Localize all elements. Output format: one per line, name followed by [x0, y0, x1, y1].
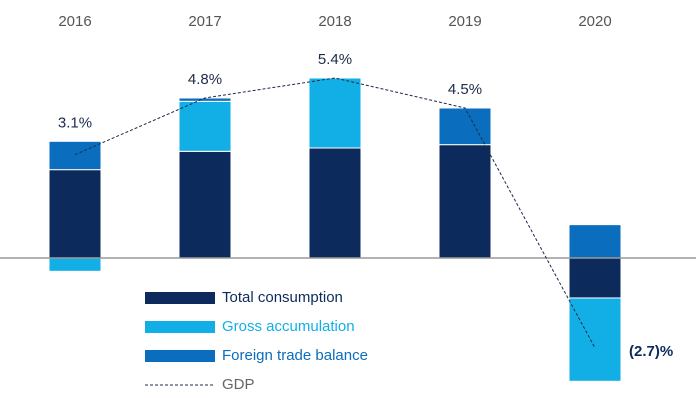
- category-label: 2020: [578, 13, 611, 30]
- value-label: (2.7)%: [629, 343, 673, 360]
- legend-label: GDP: [222, 376, 255, 393]
- legend-swatch: [145, 321, 215, 333]
- value-label: 4.8%: [188, 71, 222, 88]
- bar-segment: [178, 150, 232, 259]
- legend-swatch: [145, 292, 215, 304]
- value-label: 4.5%: [448, 81, 482, 98]
- bar-segment: [48, 257, 102, 272]
- legend-label: Gross accumulation: [222, 318, 355, 335]
- legend-swatch: [145, 350, 215, 362]
- category-label: 2017: [188, 13, 221, 30]
- value-label: 5.4%: [318, 51, 352, 68]
- bar-segment: [48, 169, 102, 259]
- bar-segment: [308, 77, 362, 149]
- legend-label: Foreign trade balance: [222, 347, 368, 364]
- category-label: 2016: [58, 13, 91, 30]
- value-label: 3.1%: [58, 114, 92, 131]
- bar-segment: [568, 224, 622, 259]
- bar-segment: [568, 297, 622, 382]
- bar-segment: [178, 100, 232, 152]
- bar-segment: [48, 140, 102, 171]
- gdp-line: [74, 77, 596, 349]
- legend-label: Total consumption: [222, 289, 343, 306]
- category-label: 2019: [448, 13, 481, 30]
- category-label: 2018: [318, 13, 351, 30]
- bar-segment: [308, 147, 362, 259]
- bar-segment: [568, 257, 622, 299]
- bar-segment: [438, 107, 492, 146]
- bar-segment: [438, 144, 492, 259]
